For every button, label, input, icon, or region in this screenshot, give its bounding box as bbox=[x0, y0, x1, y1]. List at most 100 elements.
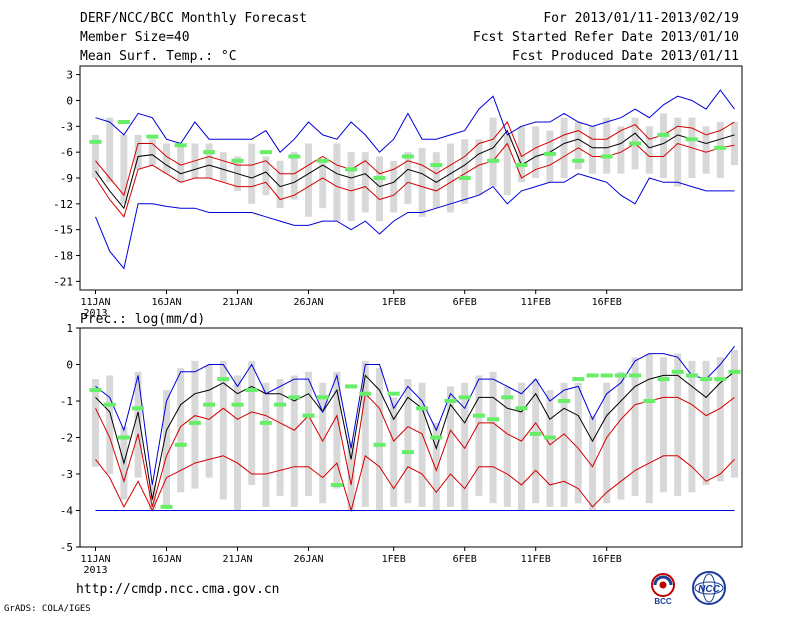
observation-marker bbox=[430, 163, 443, 168]
ensemble-box bbox=[390, 160, 398, 213]
observation-marker bbox=[203, 402, 216, 407]
ensemble-box bbox=[503, 386, 511, 507]
observation-marker bbox=[401, 450, 414, 455]
observation-marker bbox=[572, 377, 585, 382]
observation-marker bbox=[600, 154, 613, 159]
ensemble-box bbox=[518, 382, 525, 511]
ensemble-box bbox=[290, 152, 298, 200]
ncc-logo: NCC bbox=[692, 571, 726, 605]
y-tick-label: 3 bbox=[66, 69, 73, 82]
ensemble-box bbox=[120, 134, 128, 204]
forecast-period: For 2013/01/11-2013/02/19 bbox=[543, 11, 739, 26]
ensemble-box bbox=[319, 382, 327, 504]
observation-marker bbox=[174, 442, 187, 447]
observation-marker bbox=[132, 406, 145, 411]
observation-marker bbox=[458, 176, 471, 180]
ensemble-box bbox=[475, 375, 483, 496]
y-tick-label: -5 bbox=[60, 541, 73, 554]
observation-marker bbox=[203, 150, 216, 155]
bcc-logo-text: BCC bbox=[654, 597, 672, 606]
outer-spread-line bbox=[95, 345, 735, 485]
ensemble-box bbox=[716, 357, 724, 482]
x-tick-label: 1FEB bbox=[382, 554, 406, 565]
ensemble-box bbox=[716, 122, 724, 178]
ensemble-box bbox=[532, 126, 540, 178]
outer-spread-line bbox=[95, 89, 735, 153]
ensemble-box bbox=[574, 122, 582, 170]
source-url[interactable]: http://cmdp.ncc.cma.gov.cn bbox=[76, 582, 280, 597]
fcst-started-date: Fcst Started Refer Date 2013/01/10 bbox=[472, 30, 739, 45]
observation-marker bbox=[117, 435, 130, 440]
observation-marker bbox=[487, 158, 500, 163]
y-tick-label: -3 bbox=[60, 468, 73, 481]
observation-marker bbox=[160, 504, 173, 509]
header-right: For 2013/01/11-2013/02/19 Fcst Started R… bbox=[473, 10, 739, 67]
observation-marker bbox=[529, 431, 542, 436]
observation-marker bbox=[401, 154, 414, 159]
ensemble-box bbox=[660, 357, 667, 493]
ensemble-box bbox=[134, 134, 142, 170]
ensemble-box bbox=[546, 390, 554, 507]
observation-marker bbox=[430, 435, 443, 440]
y-tick-label: -2 bbox=[60, 432, 73, 445]
x-tick-label: 1FEB bbox=[382, 297, 406, 308]
y-tick-label: -12 bbox=[53, 198, 73, 211]
ensemble-box bbox=[603, 382, 611, 504]
ensemble-box bbox=[305, 371, 312, 496]
y-tick-label: 1 bbox=[66, 322, 73, 335]
ensemble-box bbox=[418, 147, 426, 217]
observation-marker bbox=[89, 388, 102, 393]
variable-label: Mean Surf. Temp.: °C bbox=[80, 49, 237, 64]
ensemble-box bbox=[645, 126, 653, 174]
ensemble-mean-line bbox=[95, 371, 735, 500]
y-tick-label: -3 bbox=[60, 120, 73, 133]
ensemble-box bbox=[376, 368, 383, 511]
observation-marker bbox=[458, 395, 471, 400]
observation-marker bbox=[515, 163, 528, 168]
x-tick-label: 16FEB bbox=[592, 297, 622, 308]
ensemble-box bbox=[376, 156, 383, 222]
fcst-produced-date: Fcst Produced Date 2013/01/11 bbox=[512, 49, 739, 64]
x-tick-label: 16JAN bbox=[151, 554, 181, 565]
ensemble-box bbox=[731, 122, 738, 166]
bcc-logo: BCC bbox=[651, 573, 675, 606]
x-tick-label: 6FEB bbox=[453, 297, 477, 308]
observation-marker bbox=[359, 391, 372, 396]
observation-marker bbox=[643, 399, 656, 403]
header-left: DERF/NCC/BCC Monthly Forecast Member Siz… bbox=[80, 10, 307, 67]
observation-marker bbox=[416, 406, 429, 411]
ensemble-box bbox=[574, 382, 582, 504]
y-tick-label: 0 bbox=[66, 94, 73, 107]
observation-marker bbox=[231, 402, 244, 407]
observation-marker bbox=[316, 395, 329, 400]
inner-spread-line bbox=[95, 454, 735, 513]
observation-marker bbox=[600, 373, 613, 378]
y-tick-label: -6 bbox=[60, 146, 73, 159]
y-tick-label: -1 bbox=[60, 395, 73, 408]
ensemble-box bbox=[347, 441, 355, 511]
observation-marker bbox=[501, 395, 514, 400]
observation-marker bbox=[572, 158, 585, 163]
ensemble-box bbox=[518, 126, 525, 183]
x-tick-label: 21JAN bbox=[222, 297, 252, 308]
ensemble-box bbox=[617, 126, 625, 174]
ensemble-box bbox=[731, 349, 738, 478]
ensemble-box bbox=[432, 422, 440, 511]
ensemble-box bbox=[589, 126, 596, 174]
ensemble-box bbox=[489, 117, 497, 187]
ensemble-box bbox=[503, 134, 511, 196]
ensemble-box bbox=[92, 379, 99, 467]
observation-marker bbox=[373, 442, 386, 447]
x-tick-label: 6FEB bbox=[453, 554, 477, 565]
ensemble-box bbox=[305, 143, 312, 217]
observation-marker bbox=[274, 402, 287, 407]
x-tick-label: 11JAN bbox=[80, 554, 110, 565]
observation-marker bbox=[259, 150, 272, 155]
ensemble-box bbox=[262, 382, 270, 507]
observation-marker bbox=[728, 369, 741, 374]
x-year-label: 2013 bbox=[83, 308, 107, 319]
observation-marker bbox=[657, 377, 670, 382]
observation-marker bbox=[302, 413, 315, 418]
ensemble-box bbox=[262, 156, 270, 196]
ensemble-box bbox=[361, 152, 369, 213]
